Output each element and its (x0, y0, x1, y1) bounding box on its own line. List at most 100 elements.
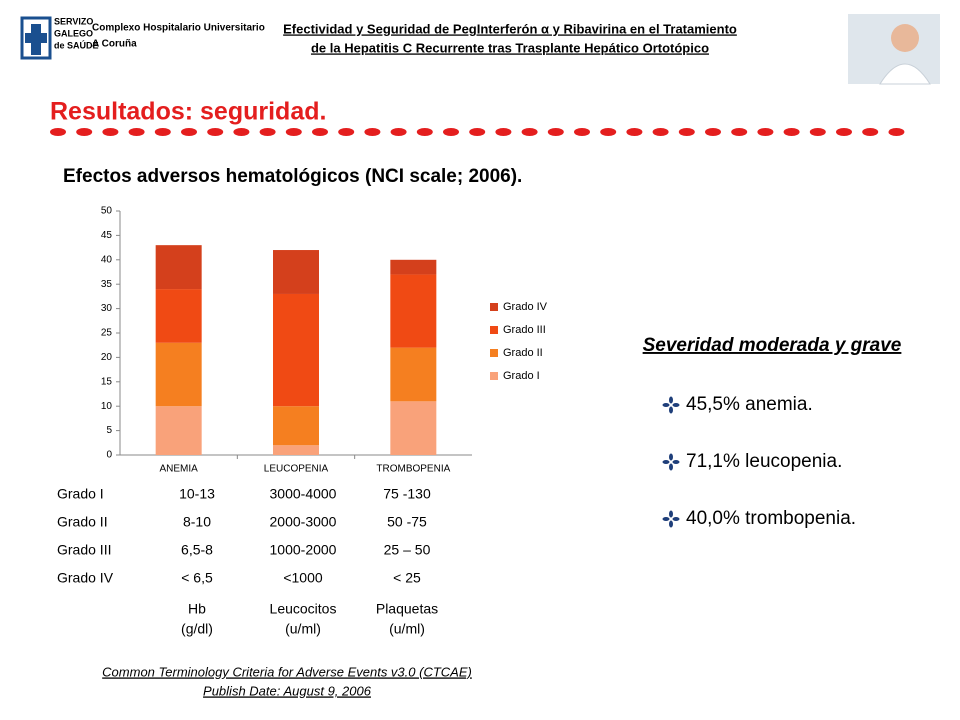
y-tick-label: 0 (106, 450, 112, 461)
logo-text: SERVIZO (54, 16, 93, 26)
bar-segment (155, 342, 202, 407)
divider-dot (181, 128, 197, 136)
bar-segment (390, 274, 437, 348)
legend-swatch (490, 372, 498, 380)
bullet-petal (672, 403, 680, 407)
logo-frame (20, 16, 52, 60)
summary-item: 45,5% anemia. (686, 394, 813, 415)
legend-label: Grado IV (503, 301, 548, 313)
divider-dot (888, 128, 905, 136)
divider-dot (757, 128, 774, 136)
divider-dot (312, 128, 328, 136)
table-cell: <1000 (283, 570, 323, 586)
y-tick-label: 45 (101, 230, 113, 241)
table-cell: 1000-2000 (270, 542, 337, 558)
header-title: Efectividad y Seguridad de PegInterferón… (283, 21, 737, 36)
column-unit: (u/ml) (285, 621, 321, 637)
divider-dot (128, 128, 145, 136)
bar-segment (390, 259, 437, 275)
y-tick-label: 35 (101, 279, 113, 290)
bullet-petal (672, 460, 680, 464)
bar-segment (390, 401, 437, 455)
bar-segment (273, 406, 319, 446)
summary-list: 45,5% anemia. 71,1% leucopenia. 40,0% trom… (662, 394, 856, 529)
divider-dot (233, 128, 250, 136)
x-tick-label: TROMBOPENIA (376, 464, 450, 475)
divider-dot (652, 128, 669, 136)
divider-dot (521, 128, 538, 136)
bar-segment (390, 347, 437, 402)
divider-dot (731, 128, 748, 136)
y-tick-label: 25 (101, 328, 113, 339)
legend-label: Grado II (503, 347, 543, 359)
bar-segment (273, 250, 319, 294)
divider-dot (416, 128, 433, 136)
grade-table: Grado I 10-13 3000-4000 75 -130 Grado II 8-10… (57, 486, 438, 637)
bullet-icon (662, 453, 680, 471)
y-tick-label: 20 (101, 352, 113, 363)
bullet-petal (672, 517, 680, 521)
divider-dot (469, 128, 486, 136)
bullet-petal (669, 510, 673, 518)
subtitle: Efectos adversos hematológicos (NCI scal… (63, 166, 522, 187)
divider-dot (626, 128, 643, 136)
table-cell: 6,5-8 (181, 542, 213, 558)
table-cell: Grado I (57, 486, 104, 502)
bullet-petal (662, 460, 670, 464)
section-title: Resultados: seguridad. (50, 98, 326, 126)
divider-dot (338, 128, 355, 136)
divider-dot (495, 128, 512, 136)
bullet-icon (662, 510, 680, 528)
citation: Publish Date: August 9, 2006 (203, 683, 372, 698)
legend-swatch (490, 326, 498, 334)
divider-dot (102, 128, 119, 136)
logo-text: de SAÚDE (54, 39, 99, 50)
bullet-petal (669, 453, 673, 461)
divider-dot (207, 128, 224, 136)
bar-segment (155, 245, 202, 290)
logo-text: GALEGO (54, 28, 93, 38)
divider-dot (50, 128, 66, 136)
bar-segment (273, 293, 319, 407)
table-cell: 25 – 50 (384, 542, 431, 558)
y-tick-label: 50 (101, 206, 113, 217)
dotted-divider (50, 128, 905, 136)
legend-swatch (490, 303, 498, 311)
logo-text: A Coruña (92, 39, 137, 50)
table-cell: 75 -130 (383, 486, 431, 502)
chart: 0 5 10 15 20 25 30 35 40 45 50 ANEMIA LEUCOPENIA TROM… (101, 206, 548, 475)
table-cell: 10-13 (179, 486, 215, 502)
divider-dot (154, 128, 171, 136)
legend-label: Grado III (503, 324, 546, 336)
y-tick-label: 15 (101, 376, 113, 387)
bar-segment (155, 289, 202, 343)
citation: Common Terminology Criteria for Adverse … (102, 664, 472, 679)
divider-dot (547, 128, 564, 136)
column-name: Plaquetas (376, 601, 438, 617)
table-cell: 50 -75 (387, 514, 427, 530)
column-unit: (u/ml) (389, 621, 425, 637)
bullet-petal (669, 396, 673, 404)
table-cell: Grado III (57, 542, 111, 558)
bar-segment (155, 406, 202, 455)
column-unit: (g/dl) (181, 621, 213, 637)
divider-dot (390, 128, 407, 136)
table-cell: 8-10 (183, 514, 211, 530)
divider-dot (809, 128, 826, 136)
bullet-petal (669, 520, 673, 528)
divider-dot (574, 128, 590, 136)
bullet-petal (662, 517, 670, 521)
bullet-petal (662, 403, 670, 407)
divider-dot (443, 128, 459, 136)
logo: SERVIZO GALEGO de SAÚDE Complexo Hospita… (20, 16, 265, 60)
header-title: de la Hepatitis C Recurrente tras Traspl… (311, 40, 709, 55)
summary-item: 40,0% trombopenia. (686, 508, 856, 529)
divider-dot (285, 128, 302, 136)
summary-title: Severidad moderada y grave (643, 335, 902, 356)
column-name: Hb (188, 601, 206, 617)
legend-label: Grado I (503, 370, 540, 382)
table-cell: 3000-4000 (270, 486, 337, 502)
logo-cross (25, 24, 47, 55)
table-cell: 2000-3000 (270, 514, 337, 530)
